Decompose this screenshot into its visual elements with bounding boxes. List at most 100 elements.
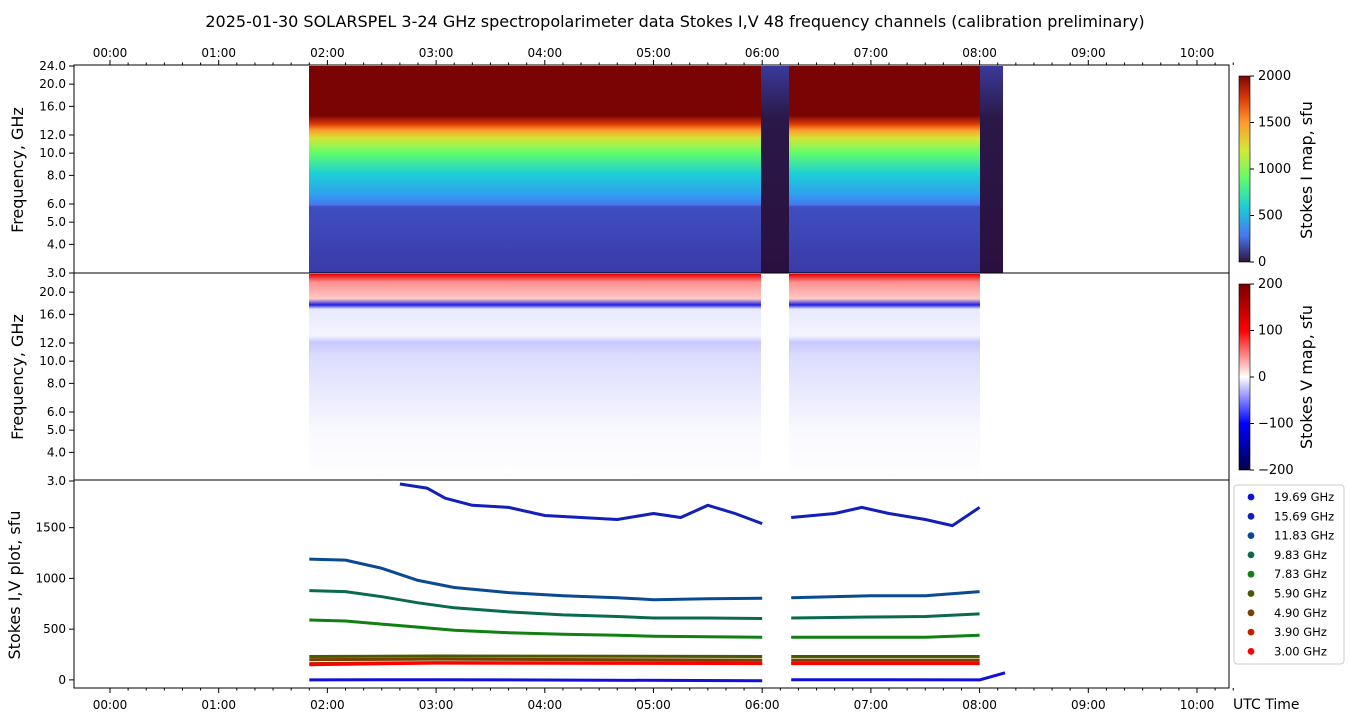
y-tick-label: 6.0 [47, 197, 66, 211]
series-line [309, 678, 763, 683]
colorbar-tick-label: −100 [1258, 417, 1294, 432]
legend-label: 15.69 GHz [1274, 509, 1334, 523]
y-tick-label: 5.0 [47, 215, 66, 229]
x-tick-label: 10:00 [1180, 698, 1215, 712]
legend-label: 7.83 GHz [1274, 567, 1327, 581]
stokes-plot-ylabel: Stokes I,V plot, sfu [5, 511, 24, 660]
stokes-v-data-block-1 [309, 274, 761, 480]
x-tick-label: 04:00 [528, 46, 563, 60]
x-tick-label: 05:00 [636, 698, 671, 712]
legend-marker [1247, 532, 1255, 539]
y-tick-label: 10.0 [39, 354, 66, 368]
x-tick-label: 05:00 [636, 46, 671, 60]
colorbar-tick-label: 1500 [1258, 116, 1291, 131]
legend-marker [1247, 648, 1255, 655]
legend-label: 3.00 GHz [1274, 644, 1327, 658]
x-tick-label: 00:00 [93, 46, 128, 60]
x-tick-label: 01:00 [201, 46, 236, 60]
series-line [309, 654, 763, 658]
x-tick-label: 08:00 [962, 46, 997, 60]
x-tick-label: 01:00 [201, 698, 236, 712]
stokes-i-colorbar-ticks: 2000 1500 1000 500 0 [1250, 69, 1291, 270]
stokes-i-colorbar [1238, 75, 1251, 263]
x-tick-label: 06:00 [745, 698, 780, 712]
y-tick-label: 6.0 [47, 405, 66, 419]
series-line [791, 612, 980, 620]
series-line [309, 618, 763, 639]
colorbar-tick-label: 500 [1258, 209, 1283, 224]
colorbar-tick-label: 100 [1258, 324, 1283, 339]
y-tick-label: 3.0 [47, 266, 66, 280]
y-tick-label: 1000 [35, 571, 66, 585]
colorbar-tick-label: 2000 [1258, 69, 1291, 84]
stokes-i-colorbar-label: Stokes I map, sfu [1297, 101, 1316, 239]
legend: 19.69 GHz 15.69 GHz 11.83 GHz 9.83 GHz 7.83 … [1247, 490, 1334, 658]
y-tick-label: 0 [58, 673, 66, 687]
chart-title: 2025-01-30 SOLARSPEL 3-24 GHz spectropol… [205, 12, 1144, 31]
x-tick-label: 08:00 [962, 698, 997, 712]
stokes-v-colorbar-ticks: 200 100 0 −100 −200 [1250, 277, 1294, 478]
y-tick-label: 16.0 [39, 307, 66, 321]
stokes-v-data-block-2 [789, 274, 980, 480]
y-tick-label: 16.0 [39, 99, 66, 113]
legend-marker [1247, 493, 1255, 501]
stokes-v-colorbar-label: Stokes V map, sfu [1297, 305, 1316, 449]
y-tick-label: 12.0 [39, 336, 66, 350]
series-line [791, 633, 980, 639]
y-tick-label: 10.0 [39, 146, 66, 160]
x-tick-label: 03:00 [419, 698, 454, 712]
legend-label: 3.90 GHz [1274, 625, 1327, 639]
y-tick-label: 5.0 [47, 423, 66, 437]
stokes-i-gap-2 [980, 66, 1003, 273]
y-tick-label: 8.0 [47, 168, 66, 182]
stokes-v-colorbar [1238, 283, 1251, 471]
legend-marker [1247, 609, 1255, 617]
y-tick-label: 20.0 [39, 77, 66, 91]
series-line [309, 661, 763, 667]
legend-label: 4.90 GHz [1274, 606, 1327, 620]
series-line [791, 505, 981, 528]
top-x-ticks: 00:00 01:00 02:00 03:00 04:00 05:00 06:00 07:00… [93, 46, 1234, 65]
legend-label: 9.83 GHz [1274, 548, 1327, 562]
legend-marker [1247, 628, 1255, 636]
legend-marker [1247, 551, 1255, 559]
x-tick-label: 00:00 [93, 698, 128, 712]
series-line [791, 590, 980, 600]
series-line [309, 657, 763, 662]
y-tick-label: 8.0 [47, 376, 66, 390]
stokes-i-gap-1 [761, 66, 789, 273]
series-line [309, 557, 763, 602]
stokes-plot-y-ticks: 1500 1000 500 0 [35, 521, 74, 687]
series-line [309, 589, 763, 620]
x-tick-label: 09:00 [1071, 698, 1106, 712]
stokes-v-ylabel: Frequency, GHz [8, 314, 27, 440]
legend-box [1233, 484, 1345, 665]
stokes-plot-frame [73, 479, 1230, 689]
x-tick-label: 04:00 [528, 698, 563, 712]
stokes-plot-panel: 1500 1000 500 0 00:00 01:00 02:00 03:00 04:00 05… [5, 479, 1345, 713]
stokes-v-panel: 20.0 16.0 12.0 10.0 8.0 6.0 5.0 4.0 3.0 Frequenc… [8, 272, 1316, 488]
x-tick-label: 03:00 [419, 46, 454, 60]
series-line [399, 482, 763, 526]
y-tick-label: 12.0 [39, 128, 66, 142]
colorbar-tick-label: 0 [1258, 370, 1266, 385]
x-tick-label: 10:00 [1180, 46, 1215, 60]
stokes-i-data-block-1 [309, 66, 761, 273]
stokes-i-ylabel: Frequency, GHz [8, 107, 27, 233]
stokes-i-panel: 24.0 20.0 16.0 12.0 10.0 8.0 6.0 5.0 4.0 3.0 00:0… [8, 46, 1316, 280]
y-tick-label: 500 [43, 622, 66, 636]
colorbar-tick-label: −200 [1258, 463, 1294, 478]
y-tick-label: 1500 [35, 521, 66, 535]
legend-label: 5.90 GHz [1274, 587, 1327, 601]
x-tick-label: 06:00 [745, 46, 780, 60]
legend-marker [1247, 590, 1255, 597]
stokes-i-data-block-2 [789, 66, 980, 273]
legend-label: 19.69 GHz [1274, 490, 1334, 504]
x-tick-label: 07:00 [854, 698, 889, 712]
stokes-plot-series [309, 482, 1006, 683]
x-tick-label: 07:00 [854, 46, 889, 60]
legend-label: 11.83 GHz [1274, 529, 1334, 543]
x-tick-label: 02:00 [310, 46, 345, 60]
stokes-i-y-ticks: 24.0 20.0 16.0 12.0 10.0 8.0 6.0 5.0 4.0 3.0 [39, 59, 74, 280]
